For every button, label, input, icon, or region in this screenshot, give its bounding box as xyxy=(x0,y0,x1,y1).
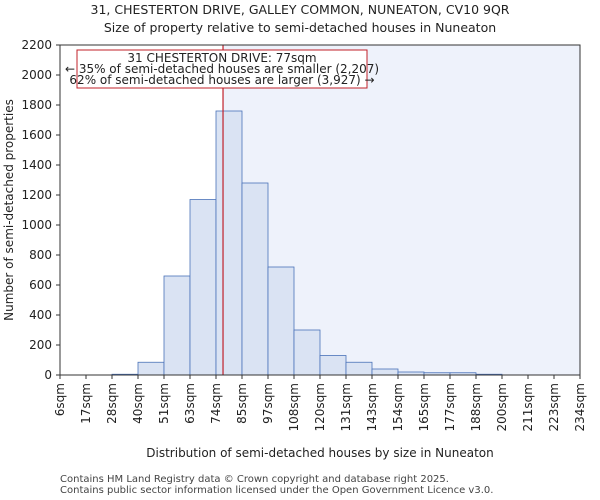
bar-108sqm xyxy=(293,329,321,376)
x-tick-label-211sqm: 211sqm xyxy=(521,383,535,431)
annotation-line-3: 62% of semi-detached houses are larger (… xyxy=(69,73,374,87)
y-tick-label-1800: 1800 xyxy=(21,98,52,112)
bar-51sqm xyxy=(163,275,191,376)
y-tick-label-1600: 1600 xyxy=(21,128,52,142)
x-axis-ticks: 6sqm 17sqm 28sqm 40sqm 51sqm 63sqm 74sqm 85sqm 9… xyxy=(53,375,587,431)
x-tick-label-108sqm: 108sqm xyxy=(287,383,301,431)
y-tick-label-200: 200 xyxy=(29,338,52,352)
x-tick-label-234sqm: 234sqm xyxy=(573,383,587,431)
bar-40sqm xyxy=(137,361,165,376)
annotation-line-2: ← 35% of semi-detached houses are smalle… xyxy=(65,62,379,76)
x-tick-label-120sqm: 120sqm xyxy=(313,383,327,431)
y-tick-label-400: 400 xyxy=(29,308,52,322)
chart-title: 31, CHESTERTON DRIVE, GALLEY COMMON, NUN… xyxy=(90,2,510,17)
x-tick-label-6sqm: 6sqm xyxy=(53,383,67,416)
x-tick-label-154sqm: 154sqm xyxy=(391,383,405,431)
x-tick-label-17sqm: 17sqm xyxy=(79,383,93,424)
bar-85sqm xyxy=(241,182,269,376)
x-tick-label-85sqm: 85sqm xyxy=(235,383,249,424)
y-axis-ticks: 0 200 400 600 800 1000 1200 1400 1600 1800 2000 220… xyxy=(21,38,60,382)
y-tick-label-2000: 2000 xyxy=(21,68,52,82)
x-tick-label-51sqm: 51sqm xyxy=(157,383,171,424)
x-tick-label-97sqm: 97sqm xyxy=(261,383,275,424)
footer-line-2: Contains public sector information licen… xyxy=(60,485,494,496)
bar-143sqm xyxy=(371,368,399,376)
x-tick-label-28sqm: 28sqm xyxy=(105,383,119,424)
y-tick-label-0: 0 xyxy=(44,368,52,382)
y-tick-label-1400: 1400 xyxy=(21,158,52,172)
x-tick-label-165sqm: 165sqm xyxy=(417,383,431,431)
y-tick-label-600: 600 xyxy=(29,278,52,292)
chart-subtitle: Size of property relative to semi-detach… xyxy=(103,20,497,35)
bar-131sqm xyxy=(345,361,373,376)
y-tick-label-1000: 1000 xyxy=(21,218,52,232)
x-tick-label-177sqm: 177sqm xyxy=(443,383,457,431)
bar-63sqm xyxy=(189,199,217,376)
x-tick-label-63sqm: 63sqm xyxy=(183,383,197,424)
x-tick-label-223sqm: 223sqm xyxy=(547,383,561,431)
x-tick-label-143sqm: 143sqm xyxy=(365,383,379,431)
y-tick-label-2200: 2200 xyxy=(21,38,52,52)
bar-120sqm xyxy=(319,355,347,376)
bars-group xyxy=(111,110,503,376)
x-tick-label-40sqm: 40sqm xyxy=(131,383,145,424)
bar-74sqm xyxy=(215,110,243,376)
x-tick-label-200sqm: 200sqm xyxy=(495,383,509,431)
x-tick-label-131sqm: 131sqm xyxy=(339,383,353,431)
x-tick-label-74sqm: 74sqm xyxy=(209,383,223,424)
annotation-box: 31 CHESTERTON DRIVE: 77sqm ← 35% of semi… xyxy=(65,49,379,89)
y-tick-label-800: 800 xyxy=(29,248,52,262)
annotation-line-1: 31 CHESTERTON DRIVE: 77sqm xyxy=(127,51,316,65)
bar-97sqm xyxy=(267,266,295,376)
footer-line-1: Contains HM Land Registry data © Crown c… xyxy=(60,474,449,485)
x-tick-label-188sqm: 188sqm xyxy=(469,383,483,431)
y-axis-label: Number of semi-detached properties xyxy=(2,99,16,321)
x-axis-label: Distribution of semi-detached houses by … xyxy=(146,446,493,460)
y-tick-label-1200: 1200 xyxy=(21,188,52,202)
